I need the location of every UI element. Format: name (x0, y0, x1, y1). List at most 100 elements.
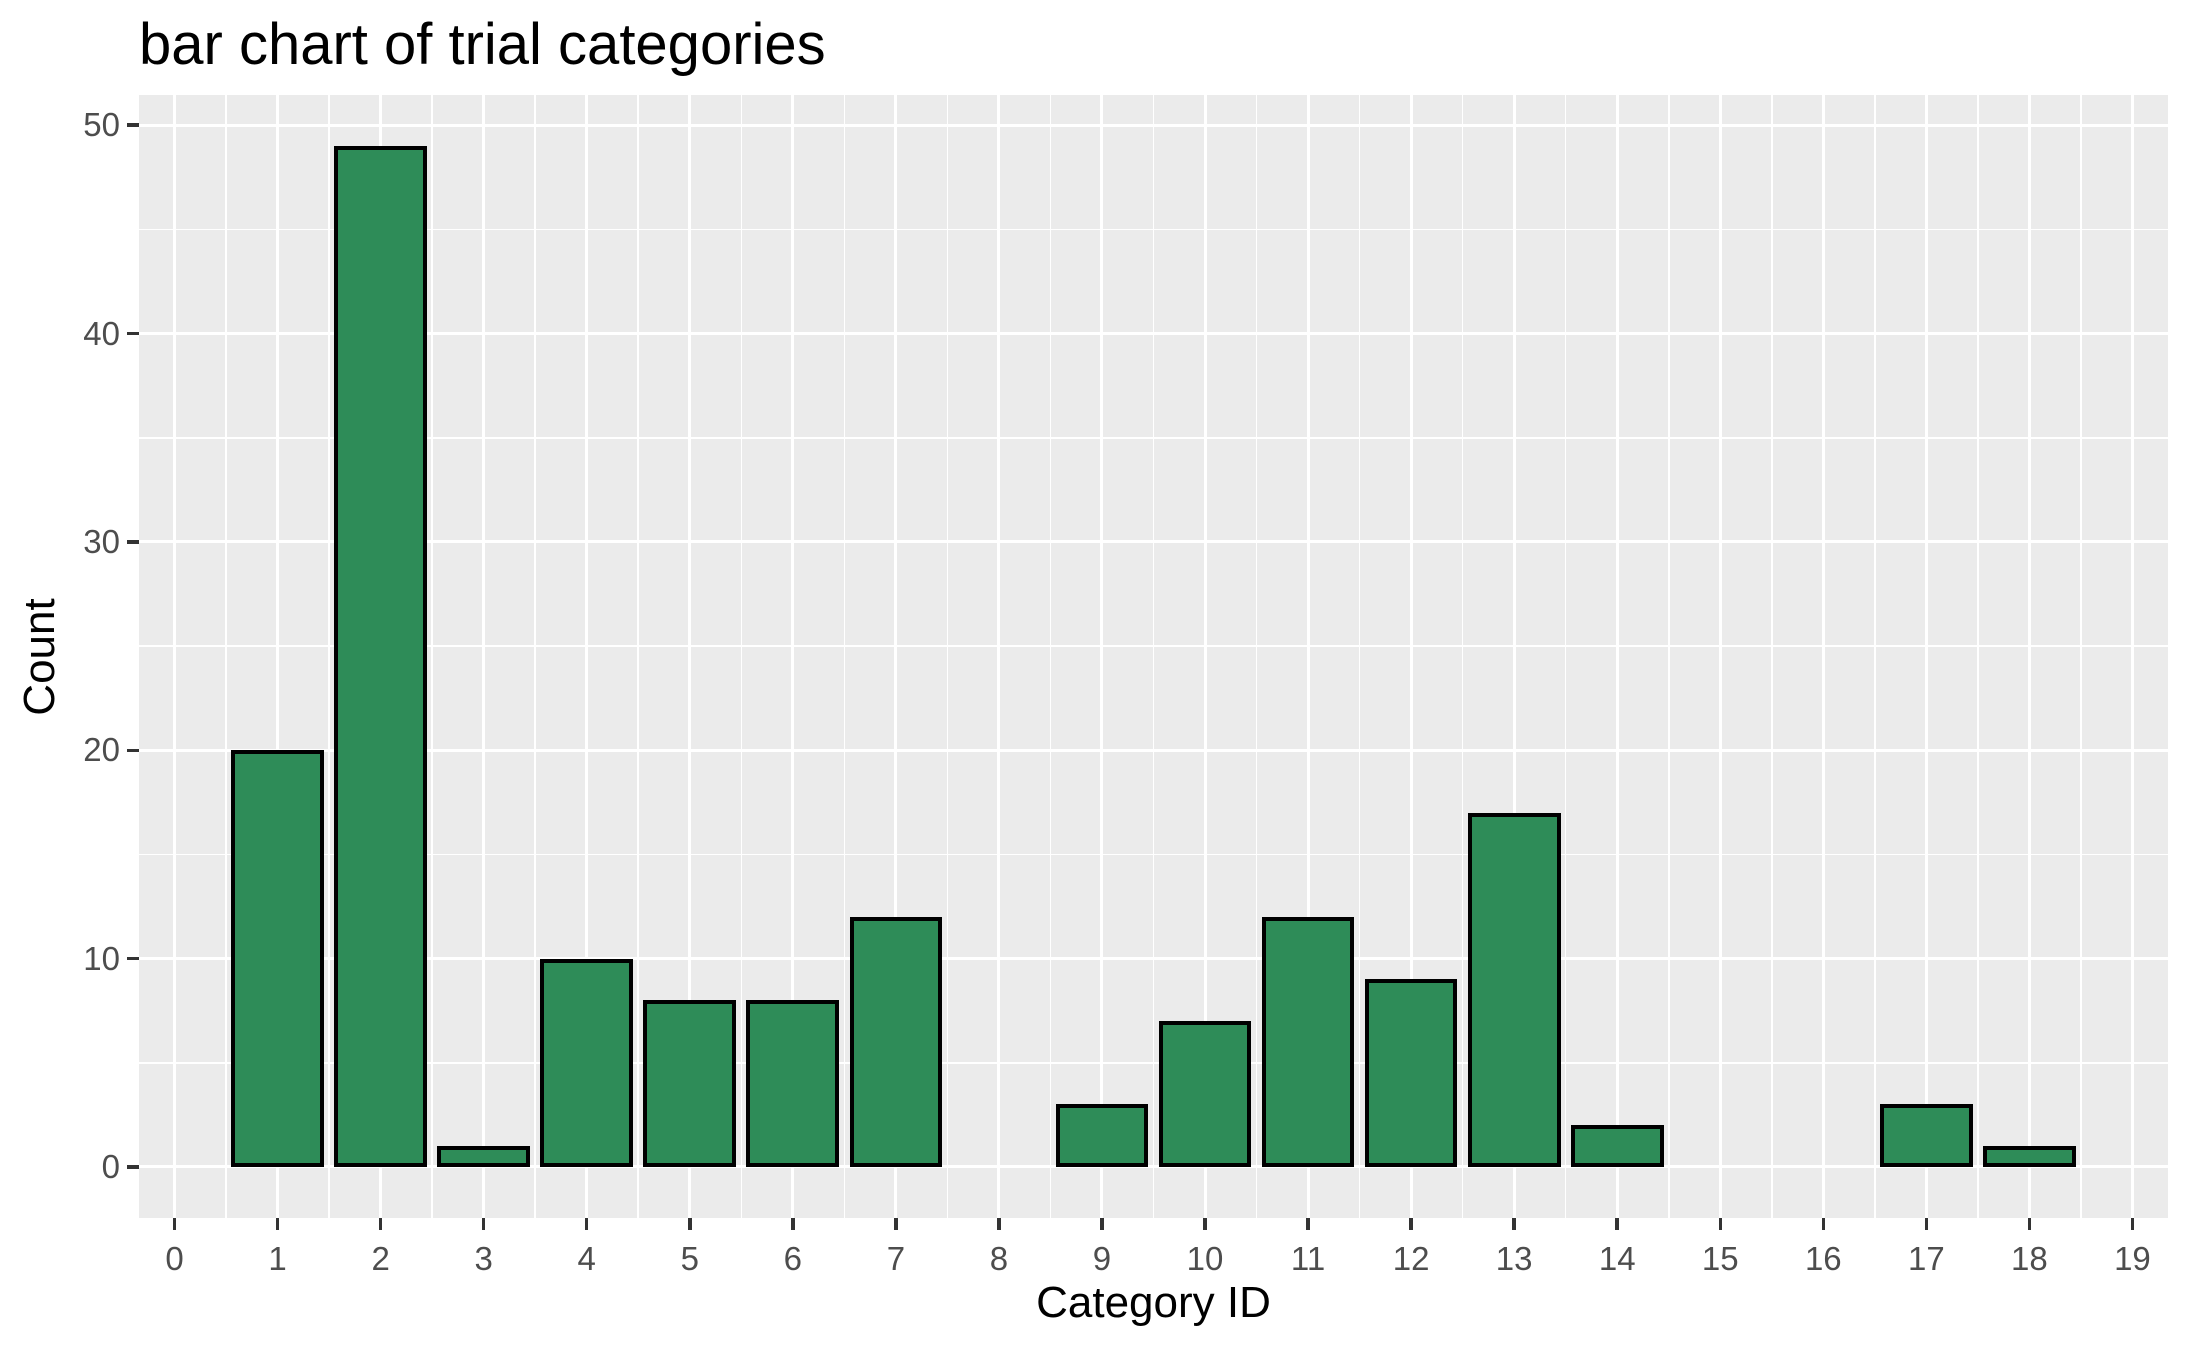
bar-category-5 (643, 1000, 737, 1167)
gridline-major-vertical (1718, 95, 1722, 1218)
gridline-major-horizontal (139, 540, 2168, 544)
chart-title: bar chart of trial categories (139, 12, 826, 77)
gridline-major-vertical (482, 95, 486, 1218)
bar-category-18 (1983, 1146, 2076, 1167)
y-tick-mark (127, 956, 139, 961)
x-tick-label: 1 (268, 1240, 287, 1277)
x-tick-label: 3 (474, 1240, 493, 1277)
gridline-major-vertical (1203, 95, 1207, 1218)
gridline-minor-vertical (1977, 95, 1979, 1218)
gridline-major-vertical (1821, 95, 1825, 1218)
x-tick-mark (1512, 1218, 1516, 1230)
gridline-minor-vertical (1667, 95, 1670, 1218)
gridline-major-horizontal (139, 332, 2168, 336)
bar-category-12 (1364, 979, 1458, 1167)
x-tick-mark (584, 1218, 589, 1230)
gridline-minor-vertical (2080, 95, 2082, 1218)
gridline-major-vertical (1306, 95, 1310, 1218)
x-tick-label: 6 (783, 1240, 803, 1277)
bar-category-11 (1261, 916, 1355, 1167)
gridline-minor-vertical (1874, 95, 1876, 1218)
bar-category-3 (437, 1146, 531, 1167)
gridline-minor-vertical (431, 95, 433, 1218)
gridline-major-horizontal (139, 957, 2168, 961)
gridline-minor-vertical (740, 95, 743, 1218)
bar-category-17 (1879, 1104, 1973, 1167)
gridline-major-vertical (2130, 95, 2134, 1218)
y-tick-label: 50 (83, 106, 120, 144)
x-tick-label: 7 (886, 1240, 906, 1277)
y-tick-label: 40 (83, 314, 120, 352)
gridline-minor-vertical (1049, 95, 1052, 1218)
x-tick-mark (378, 1218, 383, 1230)
gridline-major-vertical (1615, 95, 1619, 1218)
y-tick-label: 0 (101, 1147, 120, 1185)
x-tick-label: 18 (2011, 1240, 2048, 1277)
gridline-major-vertical (276, 95, 280, 1218)
x-tick-mark (2130, 1218, 2135, 1230)
bar-category-4 (540, 958, 634, 1167)
x-tick-label: 19 (2114, 1240, 2151, 1277)
x-tick-mark (791, 1218, 795, 1230)
gridline-major-vertical (585, 95, 589, 1218)
x-tick-mark (172, 1218, 177, 1230)
gridline-minor-vertical (1770, 95, 1773, 1218)
gridline-major-vertical (1409, 95, 1413, 1218)
bar-category-7 (849, 916, 943, 1167)
x-tick-label: 0 (165, 1240, 184, 1277)
x-tick-mark (1100, 1218, 1104, 1230)
x-tick-mark (1924, 1218, 1929, 1230)
plot-panel (139, 95, 2168, 1218)
x-tick-mark (1306, 1218, 1310, 1230)
x-tick-label: 5 (680, 1240, 699, 1277)
x-tick-label: 8 (989, 1240, 1009, 1277)
x-tick-mark (688, 1218, 692, 1230)
x-tick-mark (1718, 1218, 1722, 1230)
x-tick-label: 16 (1804, 1240, 1842, 1277)
bar-category-1 (231, 750, 324, 1167)
gridline-major-vertical (1512, 95, 1516, 1218)
y-tick-mark (127, 331, 139, 336)
x-tick-label: 2 (371, 1240, 390, 1277)
gridline-minor-vertical (225, 95, 227, 1218)
gridline-minor-vertical (946, 95, 949, 1218)
x-tick-mark (1821, 1218, 1826, 1230)
y-tick-mark (127, 1165, 139, 1169)
x-tick-mark (1203, 1218, 1207, 1230)
x-tick-mark (2027, 1218, 2032, 1230)
gridline-major-vertical (688, 95, 692, 1218)
x-tick-mark (275, 1218, 280, 1230)
x-tick-label: 17 (1907, 1240, 1945, 1277)
gridline-major-horizontal (139, 748, 2168, 752)
gridline-major-vertical (1100, 95, 1104, 1218)
y-tick-label: 10 (83, 939, 120, 977)
bar-category-13 (1467, 812, 1561, 1167)
x-tick-mark (1615, 1218, 1619, 1230)
gridline-minor-vertical (534, 95, 536, 1218)
y-tick-label: 30 (83, 522, 120, 560)
gridline-major-vertical (894, 95, 898, 1218)
gridline-major-horizontal (139, 123, 2168, 127)
gridline-major-vertical (997, 95, 1001, 1218)
bar-category-10 (1158, 1021, 1252, 1167)
x-tick-mark (1409, 1218, 1413, 1230)
gridline-minor-vertical (1152, 95, 1155, 1218)
y-tick-mark (127, 748, 139, 752)
bar-category-6 (746, 1000, 840, 1167)
bar-category-9 (1055, 1104, 1149, 1167)
gridline-major-vertical (791, 95, 795, 1218)
bar-category-14 (1570, 1125, 1664, 1167)
gridline-minor-vertical (637, 95, 640, 1218)
bar-category-2 (334, 146, 427, 1167)
gridline-major-vertical (2027, 95, 2031, 1218)
x-tick-label: 14 (1598, 1240, 1636, 1277)
gridline-minor-vertical (1564, 95, 1567, 1218)
y-tick-label: 20 (83, 731, 120, 769)
x-tick-label: 12 (1392, 1240, 1430, 1277)
x-axis-title: Category ID (1036, 1278, 1271, 1327)
gridline-minor-vertical (328, 95, 330, 1218)
gridline-minor-vertical (1255, 95, 1258, 1218)
gridline-major-vertical (1924, 95, 1928, 1218)
x-tick-label: 13 (1495, 1240, 1533, 1277)
